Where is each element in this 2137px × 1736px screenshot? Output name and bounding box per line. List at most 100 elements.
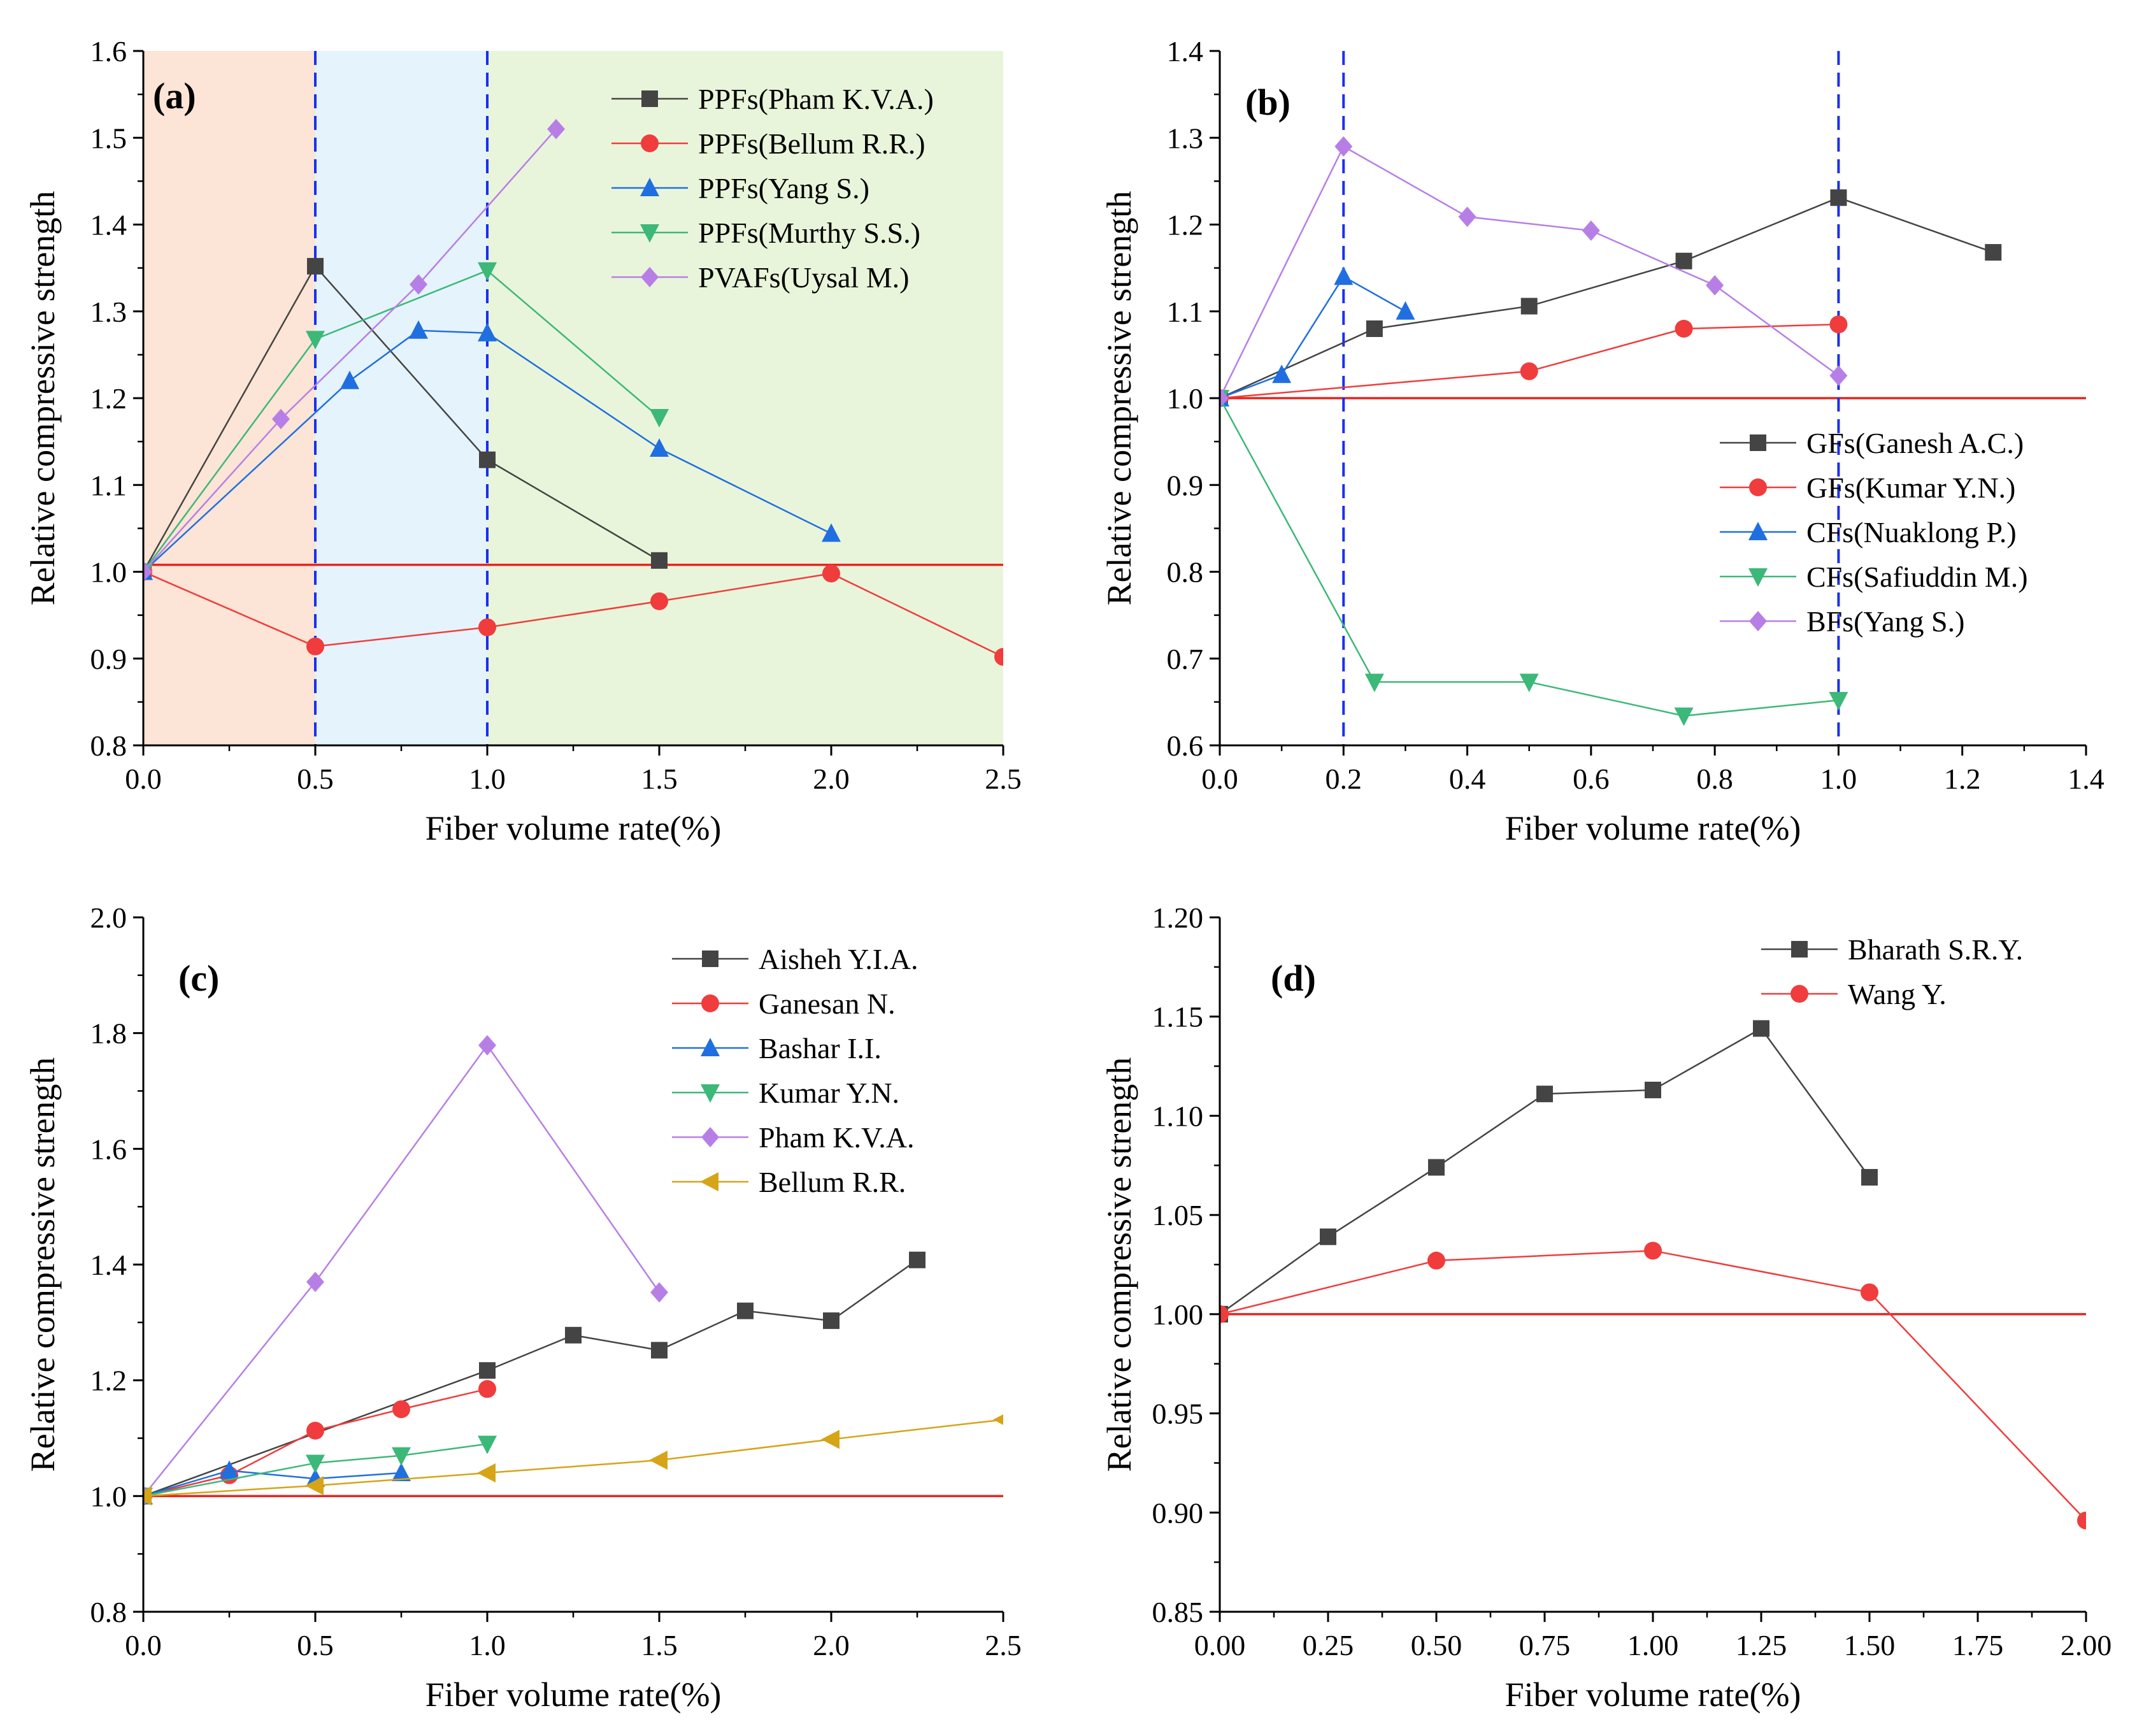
data-point — [306, 331, 325, 350]
series-1 — [143, 257, 668, 580]
x-tick-label: 0.5 — [297, 1629, 334, 1661]
x-tick-label: 0.2 — [1326, 763, 1362, 795]
legend-label: Ganesan N. — [759, 987, 896, 1020]
series-5 — [1220, 136, 1848, 408]
legend-marker — [641, 267, 659, 287]
data-point — [1396, 301, 1415, 320]
data-point — [565, 1326, 582, 1344]
series-5 — [143, 1035, 668, 1507]
legend-marker — [640, 178, 659, 196]
legend-marker — [1748, 568, 1768, 587]
data-point — [821, 1430, 840, 1449]
legend-item-5: BFs(Yang S.) — [1720, 605, 1964, 638]
y-tick-label: 1.5 — [90, 122, 127, 154]
legend-label: PPFs(Yang S.) — [698, 172, 869, 204]
legend-marker — [701, 1038, 720, 1056]
y-tick-label: 0.90 — [1152, 1496, 1204, 1529]
y-tick-label: 1.4 — [1167, 35, 1204, 68]
y-tick-label: 0.9 — [1167, 469, 1204, 501]
x-tick-label: 0.0 — [125, 763, 162, 795]
y-tick-label: 0.85 — [1152, 1596, 1204, 1628]
data-point — [410, 274, 427, 295]
legend-item-4: CFs(Safiuddin M.) — [1720, 561, 2028, 593]
legend-item-1: Aisheh Y.I.A. — [672, 943, 918, 975]
y-tick-label: 1.0 — [1167, 382, 1204, 415]
legend-label: Kumar Y.N. — [759, 1077, 899, 1109]
data-point — [547, 118, 565, 140]
data-point — [306, 1272, 324, 1293]
data-point — [392, 1447, 411, 1466]
y-tick-label: 0.8 — [90, 1596, 127, 1628]
series-2 — [143, 563, 1003, 666]
series-5 — [143, 118, 565, 582]
data-point — [1829, 365, 1848, 386]
y-tick-label: 1.1 — [90, 469, 127, 501]
data-point — [306, 1454, 325, 1474]
data-point — [651, 1342, 668, 1359]
x-tick-label: 0.5 — [297, 763, 334, 795]
legend-marker — [1750, 434, 1766, 451]
series-line — [143, 1044, 661, 1497]
legend-item-3: PPFs(Yang S.) — [611, 172, 869, 204]
series-line — [1220, 145, 1840, 399]
legend-item-1: PPFs(Pham K.V.A.) — [611, 83, 934, 115]
legend-label: PPFs(Murthy S.S.) — [698, 217, 920, 249]
y-tick-label: 1.2 — [1167, 209, 1204, 241]
legend-label: GFs(Kumar Y.N.) — [1806, 471, 2015, 504]
data-point — [478, 618, 496, 636]
legend-marker — [1749, 478, 1767, 496]
legend-label: Bharath S.R.Y. — [1848, 933, 2023, 966]
chart-panel-2: 0.0 0.2 0.4 0.6 0.8 1.0 1.2 1.4 0.6 0.7 0.8 0.9 1.0 1… — [1100, 35, 2105, 847]
legend-label: PVAFs(Uysal M.) — [698, 261, 909, 294]
data-point — [478, 262, 497, 281]
x-axis-title: Fiber volume rate(%) — [425, 809, 722, 847]
plot-area — [143, 1035, 1003, 1507]
legend-marker — [701, 1127, 719, 1147]
data-point — [650, 592, 668, 610]
series-line — [143, 1470, 402, 1497]
series-6 — [143, 1414, 1003, 1506]
legend-marker — [700, 1172, 718, 1191]
y-axis-title: Relative compressive strength — [24, 1058, 62, 1472]
x-tick-label: 1.0 — [469, 763, 506, 795]
legend-marker — [1748, 522, 1768, 540]
data-point — [478, 1435, 497, 1454]
data-point — [1334, 136, 1353, 157]
data-point — [823, 1312, 840, 1330]
x-tick-label: 1.0 — [1820, 763, 1857, 795]
x-tick-label: 0.75 — [1519, 1629, 1571, 1661]
legend-marker — [641, 90, 658, 107]
legend-label: BFs(Yang S.) — [1806, 605, 1964, 638]
chart-panel-1: 0.0 0.5 1.0 1.5 2.0 2.5 0.8 0.9 1.0 1.1 1.2 1.3 1.4 1… — [24, 35, 1022, 847]
legend-label: GFs(Ganesh A.C.) — [1806, 427, 2024, 459]
data-point — [822, 523, 841, 542]
data-point — [1320, 1228, 1336, 1245]
data-point — [1675, 252, 1692, 269]
y-tick-label: 1.3 — [1167, 122, 1204, 154]
y-tick-label: 1.05 — [1152, 1199, 1204, 1231]
plot-area — [1220, 1020, 2086, 1530]
y-axis-title: Relative compressive strength — [24, 191, 62, 606]
data-point — [1519, 673, 1539, 692]
legend-item-2: Ganesan N. — [672, 987, 896, 1020]
plot-area — [143, 118, 1003, 666]
data-point — [1675, 320, 1693, 338]
data-point — [2077, 1511, 2086, 1530]
series-3 — [1220, 266, 1415, 406]
data-point — [1520, 298, 1538, 315]
data-point — [1830, 189, 1847, 206]
y-tick-label: 1.10 — [1152, 1100, 1204, 1132]
data-point — [478, 1035, 496, 1056]
legend: PPFs(Pham K.V.A.) PPFs(Bellum R.R.) PPFs(Y… — [611, 83, 934, 294]
x-tick-label: 2.0 — [813, 1629, 850, 1661]
data-point — [479, 451, 496, 468]
data-point — [909, 1251, 926, 1268]
plot-area — [1220, 136, 2002, 726]
series-line — [143, 128, 557, 573]
data-point — [1334, 266, 1354, 285]
x-tick-label: 1.2 — [1944, 763, 1981, 795]
y-tick-label: 0.95 — [1152, 1398, 1204, 1430]
data-point — [1364, 673, 1384, 692]
data-point — [392, 1463, 411, 1481]
